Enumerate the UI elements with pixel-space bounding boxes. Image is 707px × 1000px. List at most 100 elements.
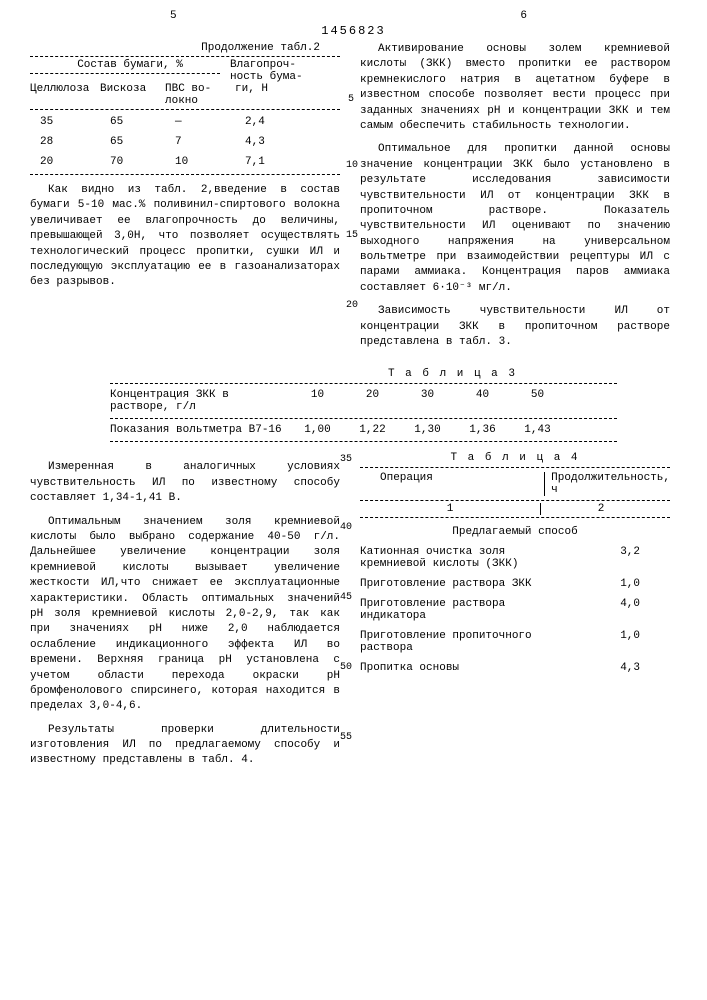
- paragraph: Как видно из табл. 2,введение в состав б…: [30, 183, 340, 291]
- divider: [110, 418, 617, 419]
- table3: Т а б л и ц а 3 Концентрация ЗКК в раств…: [110, 368, 617, 442]
- line-number: 15: [346, 230, 358, 241]
- cell: 65: [110, 116, 175, 128]
- top-two-columns: Продолжение табл.2 Состав бумаги, % Влаг…: [30, 42, 677, 358]
- paragraph: Оптимальное для пропитки данной основы з…: [360, 142, 670, 296]
- cell: 1,30: [400, 424, 455, 436]
- divider: [30, 109, 340, 110]
- divider: [30, 174, 340, 175]
- cell: Катионная очистка золя кремниевой кислот…: [360, 546, 560, 570]
- page-number: 1456823: [30, 24, 677, 38]
- table4-n2: 2: [540, 503, 661, 515]
- table4-title: Т а б л и ц а 4: [360, 452, 670, 464]
- left-column-bottom: 35 40 45 50 55 Измеренная в аналогичных …: [30, 452, 340, 776]
- right-column-top: 5 10 15 20 Активирование основы золем кр…: [360, 42, 670, 358]
- table-row: 35 65 — 2,4: [30, 112, 340, 132]
- cell: 4,3: [560, 662, 640, 674]
- divider: [110, 383, 617, 384]
- table-row: Концентрация ЗКК в растворе, г/л 10 20 3…: [110, 386, 617, 416]
- cell: 40: [455, 389, 510, 413]
- table2-sub3: ПВС во-: [165, 83, 235, 95]
- line-number: 10: [346, 160, 358, 171]
- divider: [30, 73, 220, 74]
- page-root: 5 6 1456823 Продолжение табл.2 Состав бу…: [0, 0, 707, 787]
- line-number: 20: [346, 300, 358, 311]
- cell: Приготовление раствора индикатора: [360, 598, 560, 622]
- cell: Приготовление раствора ЗКК: [360, 578, 560, 590]
- line-number: 50: [340, 662, 352, 673]
- cell: 4,0: [560, 598, 640, 622]
- table-row: 20 70 10 7,1: [30, 152, 340, 172]
- cell: 4,3: [245, 136, 335, 148]
- table2-sub2: Вискоза: [100, 83, 165, 95]
- cell: 2,4: [245, 116, 335, 128]
- table4-h1: Операция: [360, 472, 544, 496]
- table-row: 28 65 7 4,3: [30, 132, 340, 152]
- table3-row2-label: Показания вольтметра В7-16: [110, 424, 290, 436]
- colnum-right: 6: [520, 10, 527, 22]
- cell: 70: [110, 156, 175, 168]
- cell: 1,0: [560, 578, 640, 590]
- line-number: 55: [340, 732, 352, 743]
- cell: 10: [175, 156, 245, 168]
- column-numbers: 5 6: [30, 10, 677, 22]
- divider: [360, 517, 670, 518]
- table-row: Приготовление раствора ЗКК 1,0: [360, 578, 670, 590]
- table2-sub4: ги, Н: [235, 83, 325, 95]
- paragraph: Измеренная в аналогичных условиях чувств…: [30, 460, 340, 506]
- divider: [30, 56, 340, 57]
- table4-method: Предлагаемый способ: [360, 526, 670, 538]
- cell: 20: [345, 389, 400, 413]
- line-number: 45: [340, 592, 352, 603]
- table2-sub1: Целлюлоза: [30, 83, 100, 95]
- line-number: 40: [340, 522, 352, 533]
- table3-row1-label: Концентрация ЗКК в растворе, г/л: [110, 389, 290, 413]
- cell: 30: [400, 389, 455, 413]
- divider: [110, 441, 617, 442]
- table4-h2: Продолжительность, ч: [544, 472, 670, 496]
- cell: 35: [30, 116, 110, 128]
- table-row: Пропитка основы 4,3: [360, 662, 670, 674]
- divider: [360, 467, 670, 468]
- line-number: 5: [348, 94, 354, 105]
- cell: —: [175, 116, 245, 128]
- table2-sub3b: локно: [165, 95, 235, 107]
- left-column-top: Продолжение табл.2 Состав бумаги, % Влаг…: [30, 42, 340, 358]
- table2-header-line2: ность бума-: [30, 71, 340, 83]
- table-row: Приготовление раствора индикатора 4,0: [360, 598, 670, 622]
- table4: Т а б л и ц а 4 Операция Продолжительнос…: [360, 452, 670, 776]
- cell: 10: [290, 389, 345, 413]
- cell: 28: [30, 136, 110, 148]
- table4-n1: 1: [360, 503, 540, 515]
- table2-header: Состав бумаги, % Влагопроч-: [30, 59, 340, 71]
- cell: 65: [110, 136, 175, 148]
- cell: 1,36: [455, 424, 510, 436]
- colnum-left: 5: [170, 10, 177, 22]
- bottom-two-columns: 35 40 45 50 55 Измеренная в аналогичных …: [30, 452, 677, 776]
- paragraph: Оптимальным значением золя кремниевой ки…: [30, 515, 340, 715]
- table2-subheader-line2: локно: [30, 95, 340, 107]
- paragraph: Зависимость чувствительности ИЛ от конце…: [360, 304, 670, 350]
- paragraph: Результаты проверки длительности изготов…: [30, 723, 340, 769]
- table2-continuation: Продолжение табл.2: [30, 42, 340, 54]
- divider: [360, 500, 670, 501]
- cell: 1,22: [345, 424, 400, 436]
- table-row: Катионная очистка золя кремниевой кислот…: [360, 546, 670, 570]
- cell: 1,00: [290, 424, 345, 436]
- cell: 1,43: [510, 424, 565, 436]
- table4-header: Операция Продолжительность, ч: [360, 470, 670, 498]
- cell: Пропитка основы: [360, 662, 560, 674]
- table2-header-group: Состав бумаги, %: [30, 59, 230, 71]
- cell: 7: [175, 136, 245, 148]
- table-row: Приготовление пропиточного раствора 1,0: [360, 630, 670, 654]
- cell: 1,0: [560, 630, 640, 654]
- cell: 20: [30, 156, 110, 168]
- table2-header-right1: Влагопроч-: [230, 59, 330, 71]
- paragraph: Активирование основы золем кремниевой ки…: [360, 42, 670, 134]
- table4-colnums: 1 2: [360, 503, 670, 515]
- cell: 3,2: [560, 546, 640, 570]
- table-row: Показания вольтметра В7-16 1,00 1,22 1,3…: [110, 421, 617, 439]
- table2-subheader: Целлюлоза Вискоза ПВС во- ги, Н: [30, 83, 340, 95]
- cell: 50: [510, 389, 565, 413]
- table3-title: Т а б л и ц а 3: [110, 368, 617, 380]
